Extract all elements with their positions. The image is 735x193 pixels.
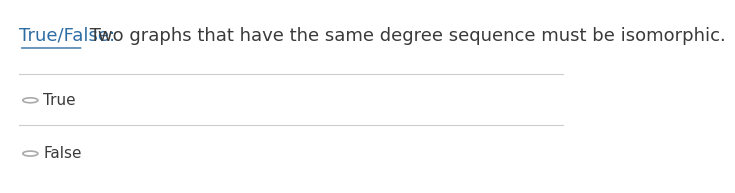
Text: False: False (43, 146, 82, 161)
Text: True: True (43, 93, 76, 108)
Text: True/False:: True/False: (19, 27, 115, 45)
Text: Two graphs that have the same degree sequence must be isomorphic.: Two graphs that have the same degree seq… (84, 27, 725, 45)
